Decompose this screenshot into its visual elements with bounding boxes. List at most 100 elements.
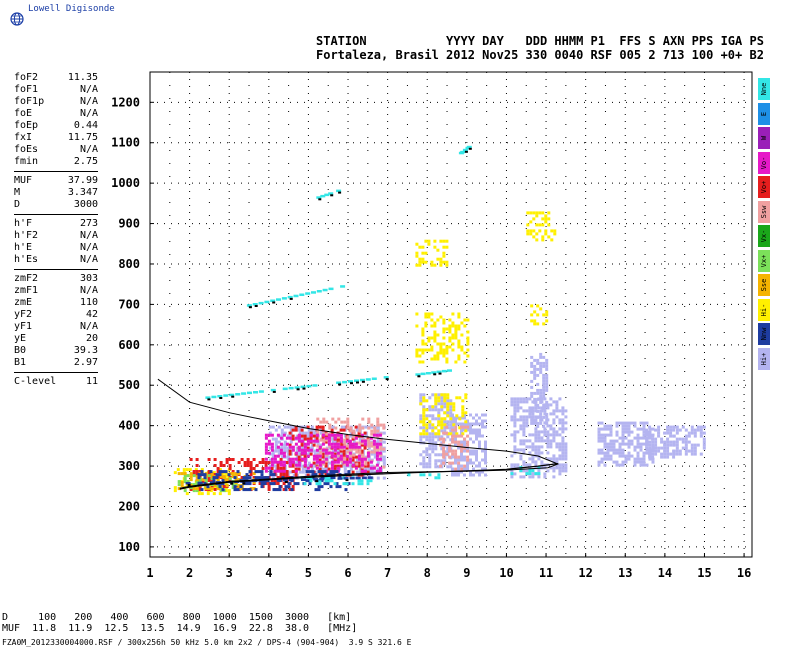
echo-block (666, 437, 670, 441)
echo-block (449, 402, 453, 406)
echo-block (336, 466, 340, 470)
echo-block (648, 455, 652, 459)
echo-block (457, 440, 461, 444)
echo-block (334, 440, 338, 444)
echo-block (279, 460, 283, 464)
echo-block (639, 448, 643, 452)
echo-block (283, 425, 287, 429)
echo-block (463, 458, 466, 462)
echo-block (522, 421, 526, 425)
echo-block (693, 446, 697, 450)
echo-block (455, 414, 459, 418)
echo-block (347, 473, 351, 477)
echo-block (427, 312, 431, 316)
echo-segment (336, 189, 342, 193)
echo-block (195, 470, 199, 473)
echo-block (373, 429, 377, 433)
echo-block (424, 342, 428, 346)
echo-block (481, 458, 484, 462)
echo-block (352, 461, 356, 465)
echo-block (254, 470, 258, 474)
echo-block (422, 393, 426, 397)
plot-frame (149, 71, 753, 558)
echo-block (319, 443, 323, 447)
echo-block (451, 321, 455, 325)
echo-block (528, 469, 532, 473)
echo-block (270, 463, 274, 467)
echo-block (213, 458, 217, 461)
echo-block (354, 445, 358, 449)
echo-block (301, 470, 305, 474)
echo-block (445, 239, 449, 243)
echo-block (539, 352, 543, 356)
echo-block (535, 238, 539, 242)
echo-block (307, 461, 311, 465)
echo-block (192, 489, 196, 493)
echo-block (542, 385, 546, 389)
echo-block (307, 464, 311, 468)
echo-block (675, 437, 679, 441)
legend-label: Nnw (760, 327, 768, 341)
echo-block (651, 440, 655, 444)
echo-segment (431, 371, 437, 374)
echo-block (236, 470, 240, 474)
echo-block (606, 448, 610, 452)
echo-block (439, 348, 443, 352)
echo-block (630, 442, 634, 446)
echo-block (327, 442, 331, 446)
echo-block (325, 420, 329, 424)
echo-block (373, 444, 377, 448)
echo-block (542, 373, 546, 377)
echo-block (427, 336, 431, 340)
echo-block (197, 492, 201, 496)
legend-label: W (760, 135, 768, 141)
echo-block (267, 461, 271, 464)
echo-block (370, 444, 374, 448)
echo-block (421, 327, 425, 331)
echo-block (627, 427, 631, 431)
echo-block (370, 432, 374, 436)
echo-block (630, 430, 634, 434)
echo-block (306, 454, 310, 458)
echo-block (675, 431, 679, 435)
echo-block (290, 488, 294, 492)
echo-block (561, 442, 565, 446)
param-key: yE (14, 333, 27, 344)
echo-block (648, 440, 652, 444)
echo-block (600, 436, 604, 440)
echo-block (454, 473, 457, 477)
echo-block (663, 446, 667, 450)
echo-block (454, 336, 458, 340)
echo-segment (425, 372, 431, 375)
param-key: yF2 (14, 309, 33, 320)
echo-block (564, 454, 568, 458)
echo-block (564, 427, 568, 431)
echo-block (378, 466, 382, 470)
echo-block (645, 440, 649, 444)
echo-block (376, 417, 380, 421)
echo-block (425, 423, 429, 427)
echo-segment (343, 477, 349, 480)
echo-block (678, 428, 682, 432)
echo-block (543, 433, 547, 437)
echo-block (690, 446, 694, 450)
echo-block (376, 476, 380, 480)
echo-block (318, 467, 322, 471)
echo-block (546, 451, 550, 455)
echo-block (234, 483, 238, 487)
echo-block (547, 235, 551, 239)
echo-block (357, 464, 361, 468)
param-key: fmin (14, 156, 39, 167)
echo-block (466, 443, 470, 447)
echo-block (430, 324, 434, 328)
echo-block (627, 451, 631, 455)
echo-segment (466, 145, 472, 149)
echo-block (451, 336, 455, 340)
echo-block (200, 468, 204, 472)
echo-block (454, 330, 458, 334)
echo-block (545, 382, 549, 386)
echo-block (530, 394, 534, 398)
echo-block (539, 364, 543, 368)
echo-block (309, 463, 313, 467)
echo-block (351, 458, 355, 462)
